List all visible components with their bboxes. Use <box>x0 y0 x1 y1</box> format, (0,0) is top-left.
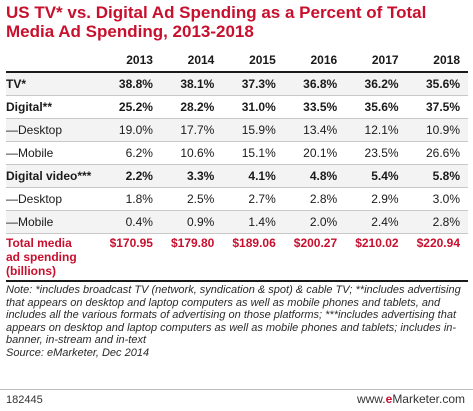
cell-value: 23.5% <box>364 146 399 160</box>
table-row: —Mobile 6.2% 10.6% 15.1% 20.1% 23.5% 26.6% <box>6 142 468 165</box>
year-header: 2014 <box>160 49 223 73</box>
total-value: $189.06 <box>232 236 276 250</box>
cell-value: 2.7% <box>248 192 276 206</box>
cell-value: 6.2% <box>125 146 153 160</box>
data-table: 2013 2014 2015 2016 2017 2018 TV* 38.8% 38.1% 37… <box>6 49 468 281</box>
chart-title: US TV* vs. Digital Ad Spending as a Perc… <box>6 3 427 41</box>
table-row: —Mobile 0.4% 0.9% 1.4% 2.0% 2.4% 2.8% <box>6 210 468 234</box>
total-label-line: Total media <box>6 236 72 250</box>
cell-value: 36.8% <box>303 77 338 91</box>
cell-value: 10.6% <box>180 146 215 160</box>
cell-value: 31.0% <box>241 100 276 114</box>
cell-value: 13.4% <box>303 123 338 137</box>
cell-value: 25.2% <box>118 100 153 114</box>
row-label: TV* <box>6 77 27 91</box>
table-row: —Desktop 1.8% 2.5% 2.7% 2.8% 2.9% 3.0% <box>6 188 468 211</box>
cell-value: 17.7% <box>180 123 215 137</box>
table-row: Digital** 25.2% 28.2% 31.0% 33.5% 35.6% 37.5% <box>6 96 468 119</box>
total-label: Total media ad spending (billions) <box>6 234 100 281</box>
cell-value: 12.1% <box>364 123 399 137</box>
cell-value: 0.9% <box>187 215 215 229</box>
row-label: —Desktop <box>6 123 63 137</box>
cell-value: 37.3% <box>241 77 276 91</box>
cell-value: 35.6% <box>364 100 399 114</box>
row-label: Digital video*** <box>6 169 92 183</box>
year-header: 2013 <box>99 49 161 73</box>
cell-value: 15.9% <box>241 123 276 137</box>
cell-value: 3.0% <box>432 192 460 206</box>
total-value: $170.95 <box>109 236 153 250</box>
table-row: Digital video*** 2.2% 3.3% 4.1% 4.8% 5.4% 5.8% <box>6 164 468 188</box>
site-prefix: www. <box>356 392 386 406</box>
cell-value: 2.0% <box>309 215 338 229</box>
cell-value: 1.8% <box>125 192 153 206</box>
table-row: TV* 38.8% 38.1% 37.3% 36.8% 36.2% 35.6% <box>6 72 468 96</box>
cell-value: 2.2% <box>125 169 153 183</box>
table-body: TV* 38.8% 38.1% 37.3% 36.8% 36.2% 35.6% Digital… <box>6 72 468 281</box>
table-row: —Desktop 19.0% 17.7% 15.9% 13.4% 12.1% 10.9% <box>6 118 468 142</box>
cell-value: 4.1% <box>248 169 276 183</box>
cell-value: 5.4% <box>371 169 399 183</box>
year-header: 2016 <box>283 49 346 73</box>
cell-value: 15.1% <box>241 146 276 160</box>
cell-value: 2.8% <box>432 215 460 229</box>
cell-value: 2.8% <box>309 192 338 206</box>
row-label: —Mobile <box>6 215 54 229</box>
cell-value: 36.2% <box>364 77 399 91</box>
total-value: $210.02 <box>355 236 399 250</box>
cell-value: 35.6% <box>425 77 460 91</box>
cell-value: 1.4% <box>248 215 276 229</box>
cell-value: 38.1% <box>180 77 215 91</box>
year-header: 2017 <box>345 49 407 73</box>
total-row: Total media ad spending (billions) $170.95 $… <box>6 234 468 281</box>
footer-bar: 182445 www.eMarketer.com <box>0 389 473 411</box>
total-value: $220.94 <box>416 236 460 250</box>
cell-value: 33.5% <box>303 100 338 114</box>
cell-value: 2.9% <box>371 192 399 206</box>
site-suffix: Marketer.com <box>392 392 465 406</box>
header-row: 2013 2014 2015 2016 2017 2018 <box>6 49 468 73</box>
chart-id: 182445 <box>6 394 43 406</box>
year-header: 2015 <box>222 49 284 73</box>
cell-value: 0.4% <box>125 215 153 229</box>
source-text: Source: eMarketer, Dec 2014 <box>6 346 150 359</box>
footnote: Note: *includes broadcast TV (network, s… <box>6 280 468 359</box>
total-value: $200.27 <box>293 236 338 250</box>
site-brand: e <box>385 392 393 406</box>
row-label: —Desktop <box>6 192 63 206</box>
header-corner <box>6 49 100 73</box>
row-label: —Mobile <box>6 146 54 160</box>
cell-value: 2.5% <box>187 192 215 206</box>
year-header: 2018 <box>406 49 468 73</box>
cell-value: 19.0% <box>118 123 153 137</box>
cell-value: 5.8% <box>432 169 460 183</box>
total-label-line: (billions) <box>6 264 56 278</box>
site-link[interactable]: www.eMarketer.com <box>357 392 465 406</box>
cell-value: 2.4% <box>371 215 399 229</box>
cell-value: 37.5% <box>425 100 460 114</box>
cell-value: 38.8% <box>118 77 153 91</box>
cell-value: 26.6% <box>425 146 460 160</box>
cell-value: 28.2% <box>180 100 215 114</box>
note-text: Note: *includes broadcast TV (network, s… <box>6 284 461 346</box>
total-value: $179.80 <box>170 236 215 250</box>
row-label: Digital** <box>6 100 53 114</box>
cell-value: 20.1% <box>303 146 338 160</box>
cell-value: 10.9% <box>425 123 460 137</box>
cell-value: 4.8% <box>309 169 338 183</box>
total-label-line: ad spending <box>6 250 77 264</box>
cell-value: 3.3% <box>187 169 215 183</box>
